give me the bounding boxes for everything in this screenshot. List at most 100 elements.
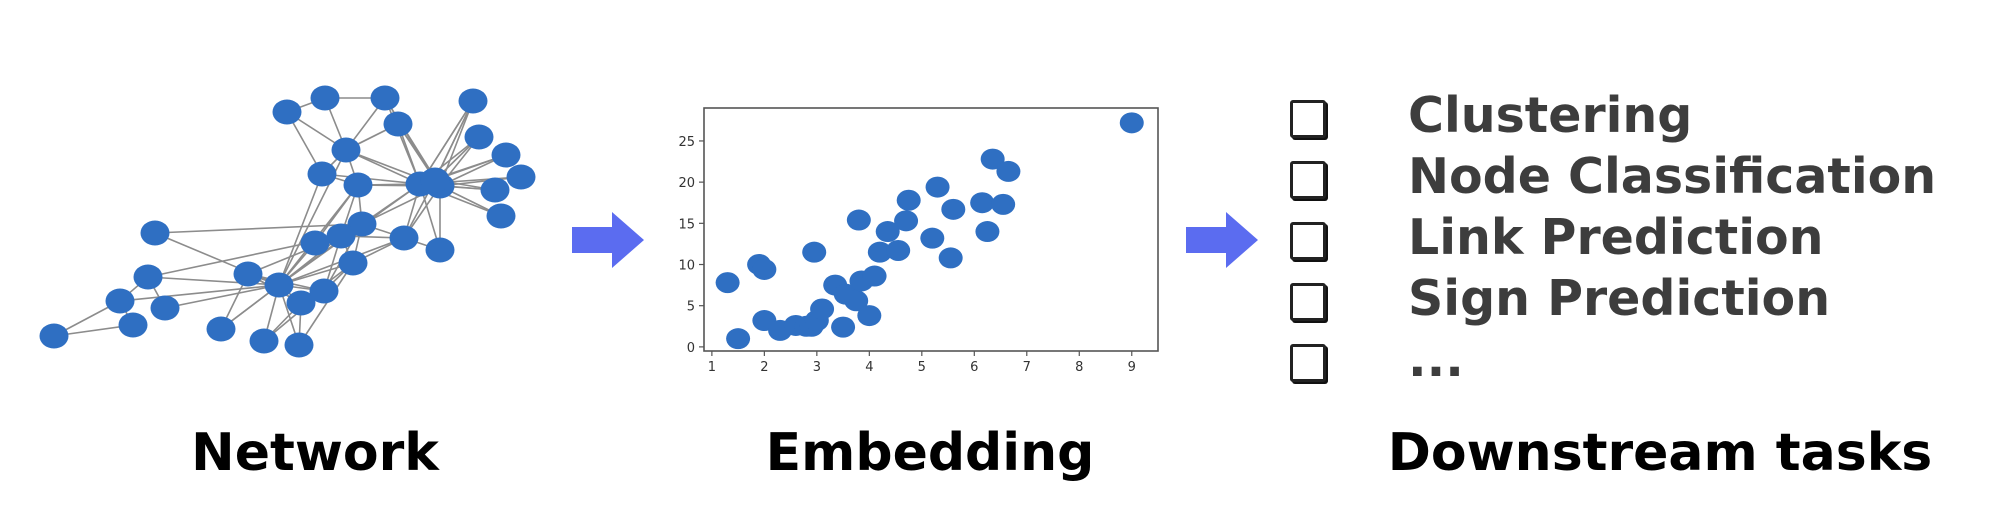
scatter-point — [896, 189, 921, 211]
scatter-point — [715, 272, 740, 294]
scatter-point — [920, 227, 945, 249]
network-node — [233, 261, 263, 287]
scatter-point — [970, 192, 995, 214]
checkbox-icon[interactable] — [1290, 344, 1326, 382]
network-node — [480, 177, 510, 203]
task-item-node-classification: Node Classification — [1284, 149, 2004, 214]
scatter-point — [996, 160, 1021, 182]
y-tick-label: 5 — [687, 300, 695, 315]
x-tick-label: 1 — [708, 360, 716, 375]
x-tick-label: 3 — [813, 360, 821, 375]
x-tick-label: 8 — [1075, 360, 1083, 375]
network-node — [300, 230, 330, 256]
y-tick-label: 0 — [687, 341, 695, 356]
y-tick-label: 10 — [678, 259, 695, 274]
scatter-point — [886, 240, 911, 262]
network-node — [331, 137, 361, 163]
network-node — [309, 278, 339, 304]
network-node — [310, 85, 340, 111]
task-item-sign-prediction: Sign Prediction — [1284, 271, 2004, 336]
checkbox-icon[interactable] — [1290, 283, 1326, 321]
network-node — [506, 164, 536, 190]
scatter-point — [938, 247, 963, 269]
scatter-point — [991, 193, 1016, 215]
network-edge — [321, 173, 421, 185]
scatter-point — [862, 265, 887, 287]
scatter-point — [894, 210, 919, 232]
network-node — [206, 316, 236, 342]
checkbox-icon[interactable] — [1290, 222, 1326, 260]
task-label: Clustering — [1408, 87, 1693, 144]
network-node — [118, 312, 148, 338]
y-tick-label: 20 — [678, 176, 695, 191]
network-node — [389, 225, 419, 251]
task-item-clustering: Clustering — [1284, 88, 2004, 153]
scatter-point — [844, 290, 869, 312]
network-node — [284, 332, 314, 358]
network-node — [140, 220, 170, 246]
scatter-point — [925, 176, 950, 198]
scatter-point — [857, 305, 882, 327]
axis-ticks: 1 2 3 4 5 6 7 8 9 0 5 10 15 20 25 — [678, 135, 1135, 375]
scatter-point — [1119, 112, 1144, 134]
checkbox-icon[interactable] — [1290, 100, 1326, 138]
scatter-point — [980, 148, 1005, 170]
task-label: Node Classification — [1408, 148, 1937, 205]
network-node — [383, 111, 413, 137]
x-tick-label: 5 — [918, 360, 926, 375]
scatter-point — [975, 221, 1000, 243]
task-item-link-prediction: Link Prediction — [1284, 210, 2004, 275]
network-edge — [154, 223, 363, 234]
task-item-more: ... — [1284, 332, 2004, 397]
plot-frame — [703, 107, 1159, 352]
network-node — [133, 264, 163, 290]
network-node — [491, 142, 521, 168]
scatter-point — [802, 241, 827, 263]
network-edge — [298, 262, 354, 346]
network-node — [105, 288, 135, 314]
downstream-task-list: Clustering Node Classification Link Pred… — [1284, 88, 2004, 397]
network-edge — [164, 284, 280, 309]
x-tick-label: 9 — [1128, 360, 1136, 375]
network-node — [347, 211, 377, 237]
plot-border — [703, 107, 1159, 352]
right-arrow-icon — [572, 212, 644, 268]
right-arrow-icon — [1186, 212, 1258, 268]
network-node — [338, 250, 368, 276]
network-node — [307, 161, 337, 187]
network-node — [286, 290, 316, 316]
network-edge — [119, 284, 280, 302]
network-node — [464, 124, 494, 150]
task-label: Sign Prediction — [1408, 270, 1831, 327]
network-caption: Network — [191, 423, 439, 483]
network-node — [272, 99, 302, 125]
scatter-point — [941, 198, 966, 220]
network-edge — [384, 97, 421, 185]
x-tick-label: 2 — [760, 360, 768, 375]
embedding-scatter-plot: 1 2 3 4 5 6 7 8 9 0 5 10 15 20 25 — [678, 107, 1159, 375]
scatter-point — [831, 316, 856, 338]
scatter-point — [810, 298, 835, 320]
checkbox-icon[interactable] — [1290, 161, 1326, 199]
embedding-caption: Embedding — [765, 423, 1095, 483]
network-node — [458, 88, 488, 114]
network-nodes — [39, 85, 536, 358]
scatter-point — [867, 241, 892, 263]
scatter-point — [875, 221, 900, 243]
y-tick-label: 25 — [678, 135, 695, 150]
network-node — [486, 203, 516, 229]
scatter-points — [715, 112, 1144, 350]
scatter-point — [752, 258, 777, 280]
x-tick-label: 4 — [865, 360, 873, 375]
network-node — [370, 85, 400, 111]
x-tick-label: 6 — [970, 360, 978, 375]
network-node — [249, 328, 279, 354]
downstream-tasks-caption: Downstream tasks — [1387, 423, 1933, 483]
network-node — [264, 272, 294, 298]
network-node — [326, 223, 356, 249]
network-node — [343, 172, 373, 198]
scatter-point — [846, 209, 871, 231]
scatter-point — [726, 328, 751, 350]
network-node — [420, 167, 450, 193]
network-node — [39, 323, 69, 349]
